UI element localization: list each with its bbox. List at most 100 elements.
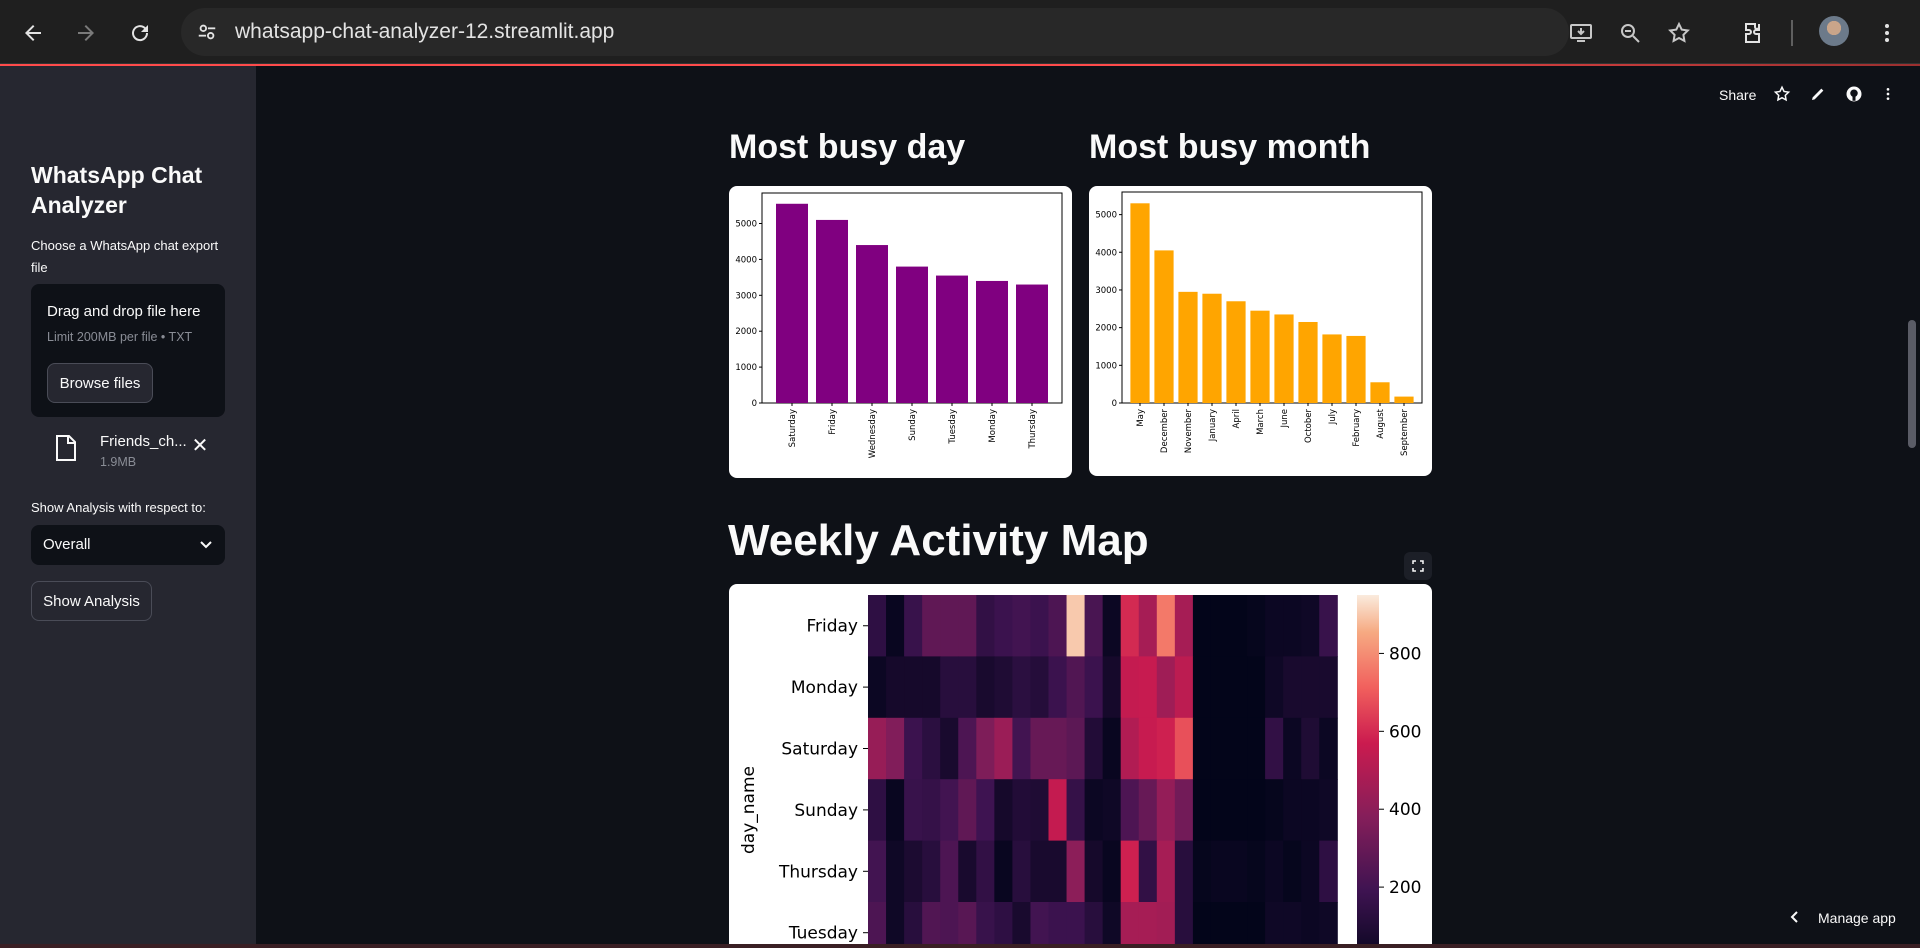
- favorite-star-icon[interactable]: [1772, 84, 1792, 104]
- heat-cell: [1192, 840, 1212, 903]
- share-button[interactable]: Share: [1719, 87, 1757, 103]
- heat-cell: [1247, 656, 1266, 719]
- heat-cell: [1084, 595, 1104, 657]
- heat-cell: [904, 595, 923, 657]
- heat-cell: [1229, 656, 1248, 719]
- y-tick-label: 0: [752, 399, 757, 409]
- heat-cell: [1283, 902, 1302, 948]
- heat-cell: [1301, 779, 1320, 842]
- manage-app-label: Manage app: [1818, 910, 1896, 926]
- heat-cell: [1265, 717, 1284, 780]
- x-tick-label: February: [1352, 409, 1362, 447]
- extensions-icon[interactable]: [1733, 12, 1775, 54]
- file-dropzone[interactable]: Drag and drop file here Limit 200MB per …: [31, 284, 225, 417]
- manage-app-button[interactable]: Manage app: [1790, 910, 1896, 926]
- heat-cell: [1012, 717, 1031, 780]
- heat-cell: [1084, 902, 1104, 948]
- heat-cell: [1247, 902, 1266, 948]
- url-text[interactable]: whatsapp-chat-analyzer-12.streamlit.app: [235, 20, 615, 43]
- github-icon[interactable]: [1844, 84, 1864, 104]
- row-label: Saturday: [781, 740, 858, 760]
- heat-cell: [1265, 779, 1284, 842]
- heat-cell: [940, 902, 959, 948]
- main-menu-icon[interactable]: [1878, 84, 1898, 104]
- x-tick-label: March: [1256, 409, 1266, 435]
- edit-pencil-icon[interactable]: [1808, 84, 1828, 104]
- heat-cell: [1120, 656, 1140, 719]
- heat-cell: [1066, 717, 1086, 780]
- heat-cell: [994, 840, 1013, 903]
- heat-cell: [1084, 717, 1104, 780]
- weekly-activity-heatmap: Friday Monday Saturday Sunday Thursday Tuesda…: [729, 584, 1432, 948]
- heat-cell: [1120, 779, 1140, 842]
- remove-file-icon[interactable]: ✕: [191, 435, 209, 457]
- heat-cell: [904, 902, 923, 948]
- bookmark-star-icon[interactable]: [1666, 20, 1692, 46]
- heat-cell: [1229, 595, 1248, 657]
- heat-cell: [1319, 902, 1338, 948]
- window-bottom-edge: [0, 944, 1920, 948]
- busy-month-heading: Most busy month: [1089, 128, 1371, 166]
- heat-cell: [1192, 717, 1212, 780]
- bar-july: [1322, 334, 1342, 403]
- heat-cell: [886, 595, 905, 657]
- x-tick-label: June: [1280, 409, 1290, 429]
- bar-august: [1370, 382, 1390, 403]
- profile-avatar[interactable]: [1819, 16, 1849, 46]
- address-bar[interactable]: whatsapp-chat-analyzer-12.streamlit.app: [181, 8, 1690, 56]
- heat-cell: [1048, 779, 1068, 842]
- heat-cell: [1319, 656, 1338, 719]
- heat-cell: [1247, 779, 1266, 842]
- heat-cell: [1210, 717, 1230, 780]
- forward-icon[interactable]: [65, 12, 107, 54]
- heat-cell: [1174, 779, 1194, 842]
- heat-cell: [958, 595, 977, 657]
- heat-cell: [1247, 717, 1266, 780]
- heat-cell: [1247, 840, 1266, 903]
- heat-cell: [1283, 779, 1302, 842]
- colorbar: [1357, 595, 1379, 948]
- heat-cell: [1030, 717, 1049, 780]
- back-icon[interactable]: [12, 12, 54, 54]
- zoom-icon[interactable]: [1617, 20, 1643, 46]
- heat-cell: [1066, 840, 1086, 903]
- heat-cell: [958, 840, 977, 903]
- heat-cell: [922, 840, 941, 903]
- heat-cell: [1120, 595, 1140, 657]
- heat-cell: [886, 717, 905, 780]
- heat-cell: [1156, 595, 1176, 657]
- heat-cell: [976, 595, 995, 657]
- heat-cell: [1283, 595, 1302, 657]
- heat-cell: [886, 656, 905, 719]
- scrollbar-thumb[interactable]: [1908, 320, 1916, 448]
- colorbar-tick-label: 600: [1389, 722, 1421, 742]
- heat-cell: [1066, 902, 1086, 948]
- x-tick-label: September: [1400, 408, 1410, 455]
- busy-month-chart: 0 1000 2000 3000 4000 5000 May December November…: [1089, 186, 1432, 476]
- scrollbar-track[interactable]: [1906, 66, 1920, 948]
- analysis-select[interactable]: Overall: [31, 525, 225, 565]
- weekly-activity-heading: Weekly Activity Map: [728, 516, 1149, 565]
- heat-cell: [1102, 656, 1122, 719]
- heat-cell: [940, 656, 959, 719]
- reload-icon[interactable]: [119, 12, 161, 54]
- heat-cell: [994, 595, 1013, 657]
- heat-cell: [1030, 779, 1049, 842]
- site-settings-icon[interactable]: [195, 20, 219, 44]
- colorbar-tick-label: 400: [1389, 800, 1421, 820]
- more-menu-icon[interactable]: [1866, 12, 1908, 54]
- heat-cell: [1265, 902, 1284, 948]
- busy-day-heading: Most busy day: [729, 128, 966, 166]
- fullscreen-icon[interactable]: [1404, 552, 1432, 580]
- heat-cell: [1120, 902, 1140, 948]
- y-tick-label: 4000: [735, 255, 757, 265]
- show-analysis-button[interactable]: Show Analysis: [31, 581, 152, 621]
- install-app-icon[interactable]: [1568, 20, 1594, 46]
- streamlit-header-decoration: [0, 64, 1920, 66]
- heat-cell: [1283, 717, 1302, 780]
- heat-cell: [976, 717, 995, 780]
- browse-files-button[interactable]: Browse files: [47, 363, 153, 403]
- heat-cell: [1084, 840, 1104, 903]
- bar-saturday: [776, 203, 808, 403]
- heat-cell: [1192, 595, 1212, 657]
